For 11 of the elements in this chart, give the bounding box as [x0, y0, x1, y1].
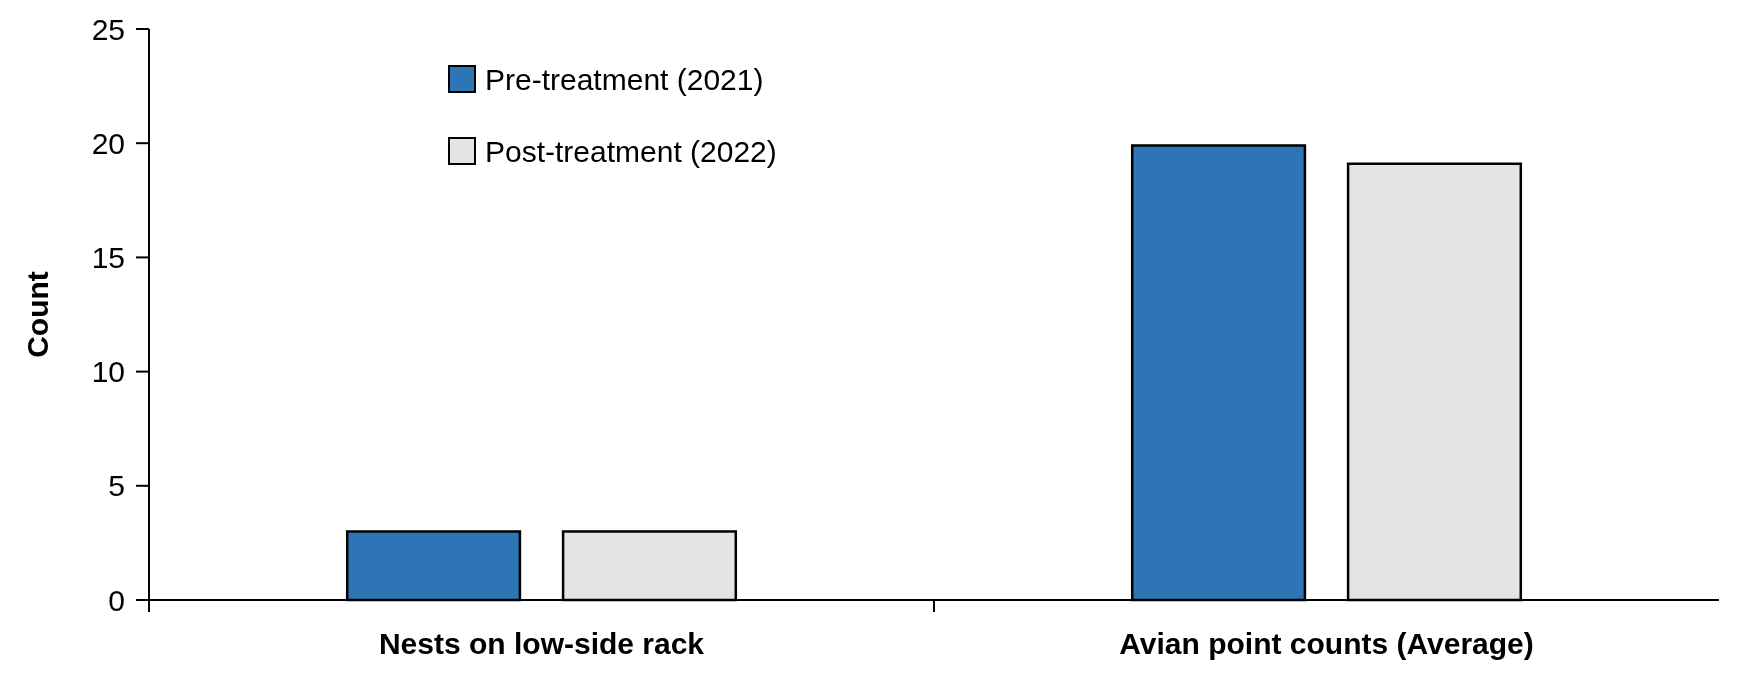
y-axis-title: Count: [21, 271, 54, 358]
y-tick-label: 0: [108, 583, 125, 617]
legend-label: Pre-treatment (2021): [485, 62, 764, 96]
y-tick-label: 25: [91, 12, 125, 46]
legend-label: Post-treatment (2022): [485, 134, 777, 168]
x-tick-label: Avian point counts (Average): [1119, 627, 1534, 660]
y-tick-label: 20: [91, 126, 125, 160]
y-tick-label: 15: [91, 240, 125, 274]
y-tick-label: 10: [91, 355, 125, 389]
x-tick-label: Nests on low-side rack: [378, 627, 705, 660]
y-tick-label: 5: [108, 469, 125, 503]
